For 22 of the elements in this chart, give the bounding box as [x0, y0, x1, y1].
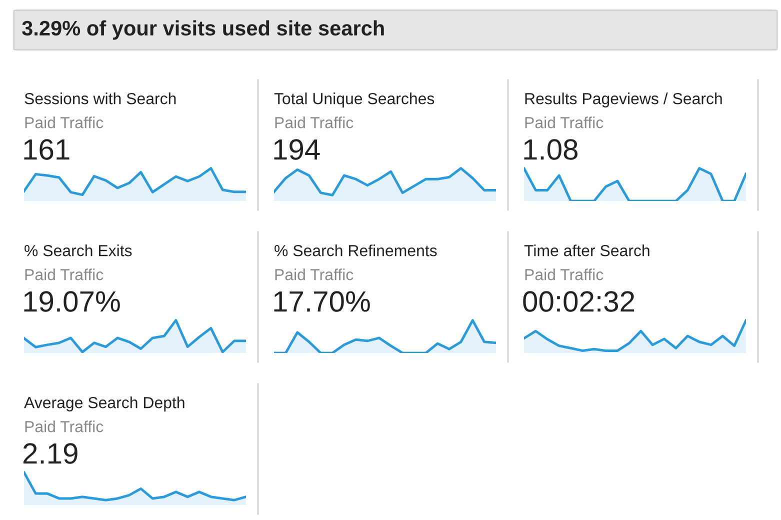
chart-subtitle: Paid Traffic	[525, 116, 604, 128]
text: 19.07%	[24, 291, 120, 312]
chart-subtitle: Paid Traffic	[25, 268, 104, 280]
chart-subtitle: Paid Traffic	[25, 116, 104, 128]
chart-title: Time after Search	[524, 244, 650, 256]
chart-subtitle: Paid Traffic	[275, 116, 354, 128]
chart-title: % Search Exits	[24, 244, 132, 256]
text: 1.08	[524, 139, 578, 160]
text: 3.29% of your visits used site search	[22, 20, 384, 40]
text: 17.70%	[274, 291, 370, 312]
chart-title: Average Search Depth	[24, 396, 184, 412]
chart-title: % Search Refinements	[274, 244, 437, 256]
chart-subtitle: Paid Traffic	[275, 268, 354, 280]
text: 2.19	[23, 443, 78, 464]
chart-title: Total Unique Searches	[274, 92, 434, 108]
text: 161	[24, 139, 70, 160]
chart-subtitle: Paid Traffic	[525, 268, 604, 280]
text: 00:02:32	[523, 291, 634, 312]
text: 194	[274, 139, 320, 160]
chart-subtitle: Paid Traffic	[25, 420, 104, 432]
chart-title: Sessions with Search	[24, 92, 176, 104]
chart-title: Results Pageviews / Search	[525, 92, 722, 108]
